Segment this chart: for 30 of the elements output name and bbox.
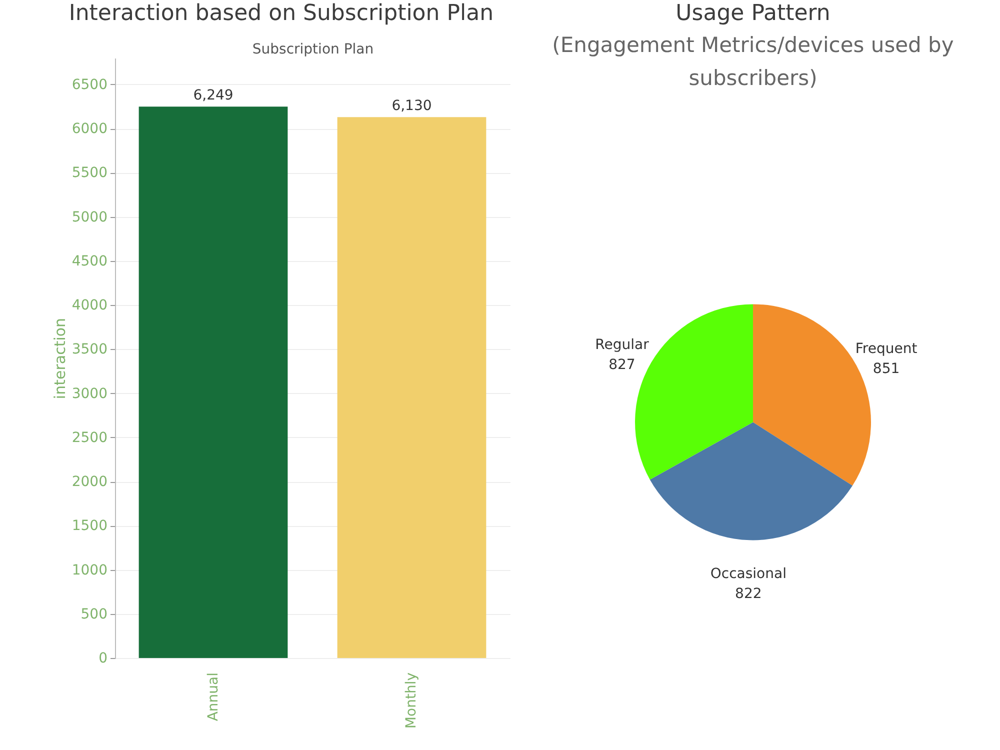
y-tick-label: 0 — [98, 650, 108, 666]
x-tick-label: Monthly — [404, 672, 420, 729]
y-tick-label: 6000 — [72, 121, 108, 138]
y-tick-label: 5000 — [72, 209, 108, 226]
x-axis-title: Subscription Plan — [252, 42, 374, 58]
data-label: 6,130 — [392, 98, 432, 114]
y-axis-title: interaction — [50, 318, 69, 400]
data-label: 851 — [872, 361, 900, 378]
data-label: 822 — [735, 586, 762, 602]
y-tick-label: 5500 — [72, 165, 108, 182]
chart-title: Usage Pattern — [676, 1, 830, 26]
y-tick-label: 3000 — [72, 386, 108, 402]
y-tick-label: 500 — [80, 606, 108, 622]
y-tick-label: 4500 — [72, 253, 108, 270]
data-label: 6,249 — [193, 88, 234, 104]
chart-title: Interaction based on Subscription Plan — [68, 1, 494, 26]
y-tick-label: 6500 — [72, 76, 108, 93]
slice-label: Regular — [595, 337, 650, 354]
y-tick-label: 4000 — [72, 298, 108, 314]
y-tick-label: 1000 — [72, 562, 108, 578]
slice-label: Frequent — [855, 341, 918, 358]
slice-label: Occasional — [710, 566, 786, 582]
y-tick-label: 2500 — [72, 430, 108, 446]
x-tick-label: Annual — [205, 672, 222, 722]
pie-slice — [650, 422, 852, 540]
y-tick-label: 1500 — [72, 518, 108, 534]
chart-subtitle: (Engagement Metrics/devices used by subscribers) — [552, 33, 954, 90]
data-label: 827 — [608, 357, 636, 374]
y-tick-label: 2000 — [72, 474, 108, 490]
y-tick-label: 3500 — [72, 342, 108, 358]
